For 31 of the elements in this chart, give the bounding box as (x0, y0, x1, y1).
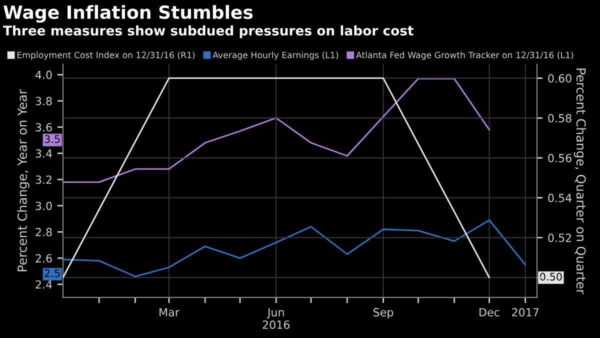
x-tick-label: Dec (480, 308, 500, 316)
x-tick-label: Sep (374, 308, 394, 319)
y-tick-label: 4.0 (35, 70, 52, 80)
y-tick-label: 3.6 (36, 123, 52, 132)
line-series (63, 78, 490, 183)
x-tick-label: Jun 2016 (262, 308, 290, 329)
chart-subtitle: Three measures show subdued pressures on labor cost (3, 25, 414, 38)
y-tick-label: 3.4 (36, 149, 52, 158)
legend-label: Employment Cost Index on 12/31/16 (R1) (18, 52, 195, 60)
text: 0.50 (540, 272, 562, 281)
x-tick-label: 2017 (512, 308, 539, 316)
legend-label: Average Hourly Earnings (L1) (212, 52, 338, 60)
y-tick-label: 3.0 (36, 202, 52, 210)
y2-tick-label: 0.54 (548, 194, 572, 202)
chart-title: Wage Inflation Stumbles (4, 5, 253, 23)
y-tick-label: 2.8 (36, 228, 52, 236)
y2-tick-label: 0.56 (548, 154, 572, 162)
legend-label: Atlanta Fed Wage Growth Tracker on 12/31/16 (L1) (356, 52, 574, 60)
y-tick-label: 3.2 (36, 175, 52, 184)
text: 2.5 (44, 269, 60, 278)
line-series (63, 219, 526, 278)
y-tick-label: 2.4 (36, 280, 52, 289)
text: 3.5 (44, 135, 60, 144)
y2-tick-label: 0.60 (548, 74, 572, 83)
y2-tick-label: 0.52 (548, 234, 572, 242)
y2-tick-label: 0.58 (548, 114, 572, 122)
y-tick-label: 3.8 (36, 96, 52, 106)
y-axis-title: Percent Change, Year on Year (17, 89, 30, 272)
y2-axis-title: Percent Change, Quarter on Quarter (574, 68, 586, 294)
y-tick-label: 2.6 (36, 254, 52, 263)
x-tick-label: Mar (160, 308, 180, 316)
